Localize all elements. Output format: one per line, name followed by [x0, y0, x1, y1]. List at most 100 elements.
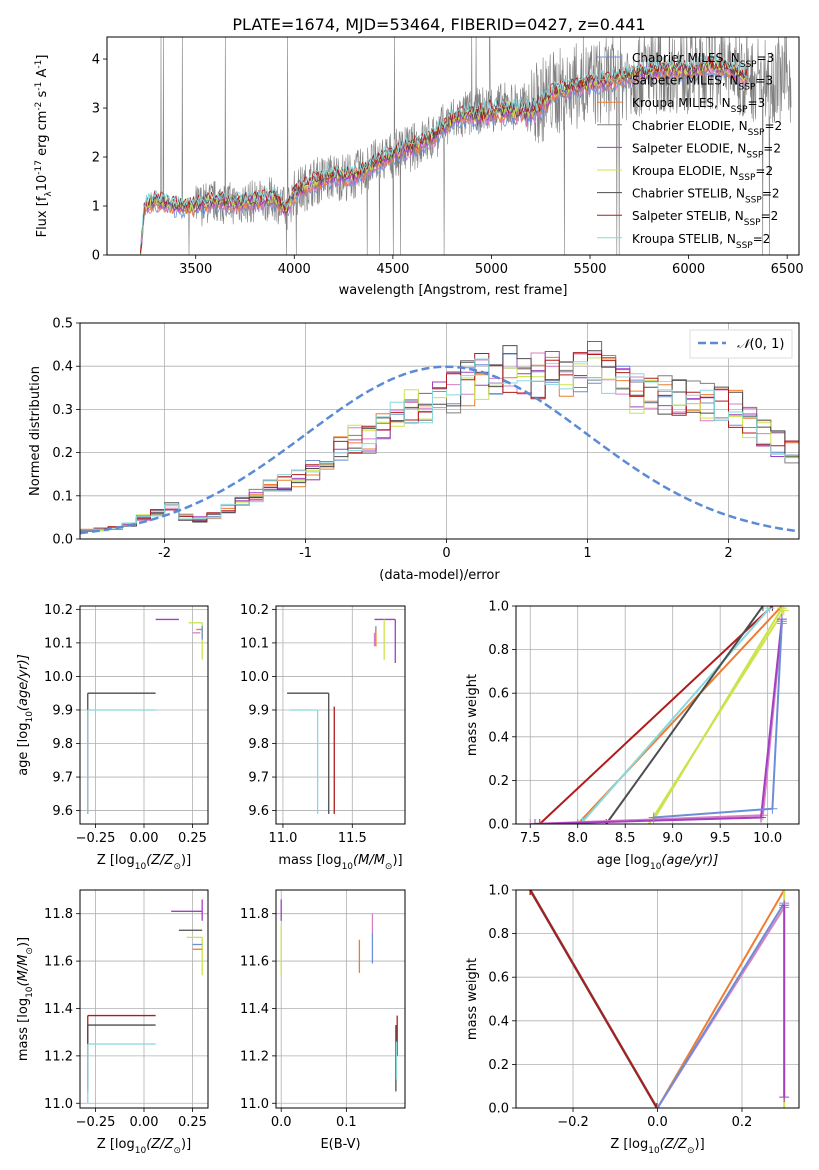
legend-label: Kroupa MILES, NSSP=3	[632, 96, 765, 115]
x-tick-label: 8.0	[567, 831, 588, 846]
x-axis-label: Z [log10(Z/Z⊙)]	[610, 1137, 704, 1156]
y-tick-label: 0.4	[488, 730, 509, 745]
legend: Chabrier MILES, NSSP=3 Salpeter MILES, NS…	[597, 51, 782, 251]
y-tick-label: 0.5	[52, 317, 73, 332]
y-tick-label: 11.8	[44, 907, 73, 922]
model-line-kroupa-stelib	[140, 53, 748, 245]
x-tick-label: −0.25	[76, 1115, 116, 1130]
weight-marker	[652, 1103, 663, 1108]
x-tick-label: 9.0	[662, 831, 683, 846]
plot-area	[87, 618, 203, 814]
y-tick-label: 9.9	[248, 703, 269, 718]
y-tick-label: 1.0	[488, 600, 509, 615]
axes-frame	[79, 322, 800, 540]
y-tick-label: 11.8	[240, 907, 269, 922]
legend-label: 𝒩(0, 1)	[737, 337, 784, 352]
x-axis-label: wavelength [Angstrom, rest frame]	[339, 283, 568, 298]
y-tick-label: 11.6	[240, 955, 269, 970]
y-tick-label: 3	[92, 102, 100, 117]
x-tick-label: 6500	[771, 262, 804, 277]
x-tick-label: 6000	[672, 262, 705, 277]
x-tick-label: 4000	[278, 262, 311, 277]
y-tick-label: 0	[92, 249, 100, 264]
y-tick-label: 10.2	[240, 603, 269, 618]
y-tick-label: 2	[92, 151, 100, 166]
weight-marker	[525, 819, 536, 824]
weight-marker	[572, 819, 583, 824]
y-tick-label: 0.2	[52, 446, 73, 461]
panel-age_vs_mass: 11.0 11.5 9.6 9.7 9.8 9.9 10.0 10.1 10.2 mass [lo…	[240, 603, 406, 872]
x-tick-label: 0.0	[647, 1115, 668, 1130]
y-tick-label: 11.0	[240, 1097, 269, 1112]
error-point	[287, 692, 330, 814]
panel-massweight_vs_age: 7.5 8.0 8.5 9.0 9.5 10.0 0.0 0.2 0.4 0.6 0.8 1.0 age…	[465, 600, 800, 872]
y-tick-label: 9.7	[52, 771, 73, 786]
error-point	[87, 1024, 156, 1092]
panel-age_vs_Z: −0.25 0.00 0.25 9.6 9.7 9.8 9.9 10.0 10.1 10.2 Z […	[16, 603, 209, 872]
y-tick-label: 0.0	[488, 818, 509, 833]
legend: 𝒩(0, 1)	[689, 329, 793, 359]
y-tick-label: 10.2	[44, 603, 73, 618]
x-tick-label: −0.2	[557, 1115, 589, 1130]
y-tick-label: 0.8	[488, 927, 509, 942]
error-point	[186, 936, 203, 976]
plot-area	[80, 341, 799, 535]
axes-frame	[79, 605, 209, 825]
weight-line	[529, 890, 658, 1108]
x-tick-label: 10.0	[753, 831, 782, 846]
x-tick-label: 2	[724, 546, 732, 561]
y-tick-label: 9.6	[248, 804, 269, 819]
error-point	[87, 1043, 156, 1104]
y-tick-label: 0.0	[52, 533, 73, 548]
y-tick-label: 11.2	[240, 1049, 269, 1064]
weight-marker	[767, 606, 778, 611]
weight-marker	[779, 900, 790, 911]
x-tick-label: 3500	[179, 262, 212, 277]
x-tick-label: 8.5	[615, 831, 636, 846]
error-point	[87, 709, 156, 814]
y-tick-label: 10.1	[240, 636, 269, 651]
y-tick-label: 11.4	[44, 1002, 73, 1017]
histogram-chabrier-elodie	[80, 357, 799, 532]
weight-marker	[776, 606, 787, 614]
y-tick-label: 11.2	[44, 1049, 73, 1064]
weight-line	[656, 902, 786, 1108]
weight-line	[656, 890, 786, 1108]
y-tick-label: 9.8	[248, 737, 269, 752]
x-tick-label: 0.2	[732, 1115, 753, 1130]
plot-area	[287, 618, 396, 814]
x-tick-label: 0	[442, 546, 450, 561]
histogram-salpeter-stelib	[80, 352, 799, 531]
gaussian-curve	[80, 365, 799, 535]
grid	[516, 889, 799, 1109]
legend-label: Kroupa STELIB, NSSP=2	[632, 232, 770, 251]
x-tick-label: 5500	[573, 262, 606, 277]
weight-marker	[779, 1103, 790, 1108]
y-tick-label: 9.8	[52, 737, 73, 752]
error-point	[188, 622, 203, 660]
weight-marker	[767, 803, 778, 814]
legend-label: Chabrier MILES, NSSP=3	[632, 51, 774, 70]
weight-line	[530, 623, 783, 824]
plot-area	[525, 606, 789, 824]
grid	[80, 606, 208, 824]
error-point	[374, 618, 396, 664]
weight-line	[605, 606, 764, 824]
axes-frame	[515, 889, 800, 1109]
y-tick-label: 11.6	[44, 955, 73, 970]
panel-mass_vs_Z: −0.25 0.00 0.25 11.0 11.2 11.4 11.6 11.8 Z [log1…	[16, 889, 209, 1156]
x-tick-label: -2	[158, 546, 171, 561]
error-point	[87, 692, 156, 814]
x-axis-label: Z [log10(Z/Z⊙)]	[97, 1137, 191, 1156]
x-tick-label: 0.00	[130, 831, 159, 846]
legend-label: Chabrier ELODIE, NSSP=2	[632, 119, 782, 138]
legend-label: Salpeter MILES, NSSP=3	[632, 74, 773, 93]
histogram-salpeter-miles	[80, 352, 799, 530]
weight-marker	[756, 812, 767, 823]
x-tick-label: 0.00	[130, 1115, 159, 1130]
legend-label: Chabrier STELIB, NSSP=2	[632, 187, 780, 206]
y-tick-label: 9.6	[52, 804, 73, 819]
weight-marker	[525, 890, 536, 895]
y-axis-label: mass weight	[465, 674, 480, 756]
weight-marker	[779, 890, 790, 895]
